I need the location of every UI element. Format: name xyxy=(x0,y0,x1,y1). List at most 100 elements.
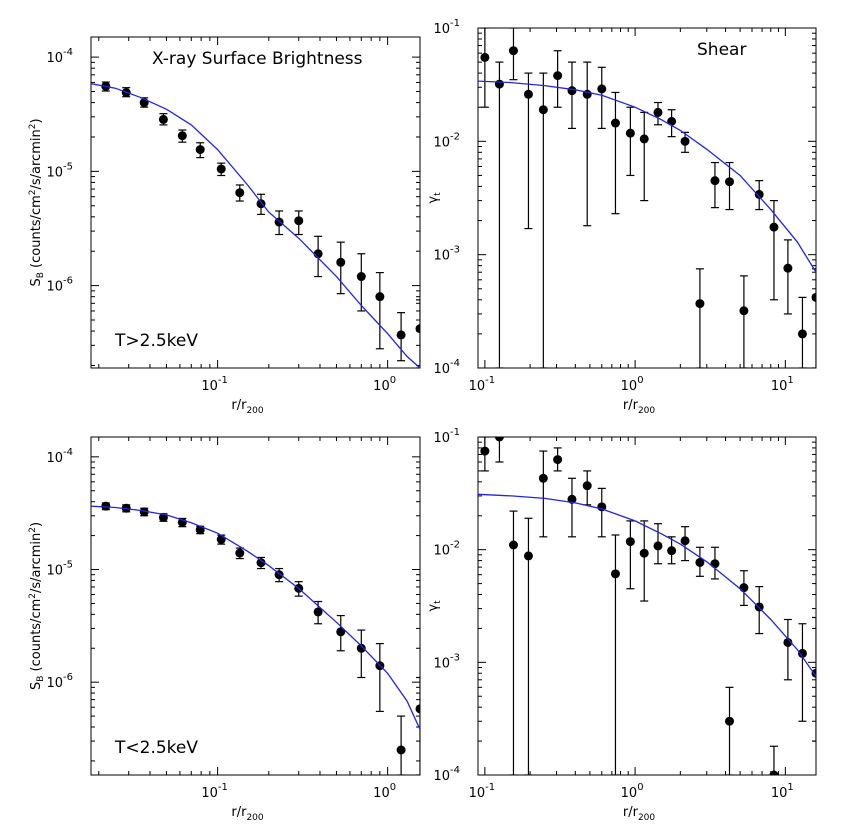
x-tick-label: 100 xyxy=(621,782,644,801)
data-point xyxy=(216,164,226,174)
data-point xyxy=(639,548,649,558)
model-curve xyxy=(478,493,816,677)
data-point xyxy=(783,263,793,273)
plot-frame xyxy=(90,36,421,369)
plot-frame xyxy=(477,27,817,369)
y-axis-label-sup2: 2 xyxy=(28,124,38,130)
y-axis-label-sub: t xyxy=(433,600,443,604)
y-tick-label: 10-5 xyxy=(46,161,73,180)
y-tick-base: 10 xyxy=(433,769,450,784)
data-point xyxy=(695,299,705,309)
x-tick-base: 10 xyxy=(201,379,218,394)
y-tick-exp: -4 xyxy=(450,765,460,776)
x-tick-exp: 0 xyxy=(637,782,643,793)
y-tick-exp: -2 xyxy=(450,540,460,551)
x-axis-label: r/r200 xyxy=(623,805,656,823)
data-point xyxy=(725,177,735,187)
x-tick-label: 10-1 xyxy=(469,782,496,801)
y-axis-label-end: ) xyxy=(29,522,44,527)
data-point xyxy=(216,534,226,544)
y-tick-exp: -4 xyxy=(63,447,73,458)
y-tick-base: 10 xyxy=(46,451,63,466)
x-tick-base: 10 xyxy=(201,786,218,801)
y-tick-label: 10-1 xyxy=(433,18,460,37)
data-point xyxy=(553,455,563,465)
y-tick-base: 10 xyxy=(433,656,450,671)
plot-area xyxy=(91,81,420,368)
model-curve xyxy=(91,505,420,730)
panel-title-annotation: X-ray Surface Brightness xyxy=(152,49,363,69)
data-point xyxy=(494,437,504,442)
data-point xyxy=(508,540,518,550)
y-tick-exp: -5 xyxy=(63,560,73,571)
y-tick-label: 10-4 xyxy=(46,447,73,466)
data-point xyxy=(625,128,635,138)
plot-frame xyxy=(477,436,817,776)
data-point xyxy=(158,114,168,124)
data-point xyxy=(680,136,690,146)
plot-area xyxy=(91,501,420,775)
y-axis-label-main: γ xyxy=(426,196,441,204)
y-axis-label-sub: B xyxy=(36,272,46,278)
y-axis-label-main: S xyxy=(29,682,44,690)
y-tick-label: 10-4 xyxy=(433,765,460,784)
y-tick-label: 10-4 xyxy=(46,47,73,66)
x-tick-label: 100 xyxy=(373,782,396,801)
model-curve xyxy=(91,83,420,368)
model-curve xyxy=(478,80,816,273)
data-point xyxy=(811,668,816,678)
data-point xyxy=(336,627,346,637)
data-point xyxy=(680,536,690,546)
y-tick-base: 10 xyxy=(46,676,63,691)
temperature-annotation: T<2.5keV xyxy=(114,738,198,758)
data-point xyxy=(625,537,635,547)
x-tick-exp: -1 xyxy=(485,782,495,793)
x-tick-label: 100 xyxy=(621,375,644,394)
data-point xyxy=(256,558,266,568)
x-tick-base: 10 xyxy=(469,379,486,394)
y-tick-exp: -6 xyxy=(63,672,73,683)
data-point xyxy=(667,116,677,126)
data-point xyxy=(610,569,620,579)
plot-frame xyxy=(90,436,421,776)
y-axis-label-sub: t xyxy=(433,192,443,196)
y-tick-label: 10-5 xyxy=(46,560,73,579)
y-tick-label: 10-3 xyxy=(433,652,460,671)
data-point xyxy=(610,118,620,128)
y-axis-label-sup2: 2 xyxy=(28,527,38,533)
y-tick-exp: -1 xyxy=(450,18,460,29)
x-tick-label: 10-1 xyxy=(201,782,228,801)
x-tick-exp: -1 xyxy=(218,782,228,793)
x-tick-base: 10 xyxy=(771,379,788,394)
x-axis-label-sub: 200 xyxy=(246,813,263,823)
data-point xyxy=(494,79,504,89)
y-axis-label-sup: 2 xyxy=(28,190,38,196)
x-axis-label-sub: 200 xyxy=(246,406,263,416)
y-axis-label-main: S xyxy=(29,278,44,286)
data-point xyxy=(336,257,346,267)
data-point xyxy=(356,272,366,282)
y-axis-label: SB (counts/cm2/s/arcmin2) xyxy=(28,118,46,286)
y-axis-label-rest: (counts/cm xyxy=(29,195,44,272)
x-tick-label: 101 xyxy=(771,782,794,801)
y-tick-base: 10 xyxy=(433,362,450,377)
y-tick-base: 10 xyxy=(46,165,63,180)
data-point xyxy=(480,446,490,456)
data-point xyxy=(523,89,533,99)
data-point xyxy=(538,473,548,483)
y-tick-base: 10 xyxy=(46,51,63,66)
y-axis-label: γt xyxy=(426,192,443,204)
x-tick-label: 101 xyxy=(771,375,794,394)
data-point xyxy=(177,131,187,141)
data-point xyxy=(769,770,779,775)
data-point xyxy=(356,643,366,653)
data-point xyxy=(523,551,533,561)
data-point xyxy=(313,607,323,617)
x-axis-label: r/r200 xyxy=(231,805,264,823)
y-axis-label-end: ) xyxy=(29,118,44,123)
x-tick-base: 10 xyxy=(771,786,788,801)
